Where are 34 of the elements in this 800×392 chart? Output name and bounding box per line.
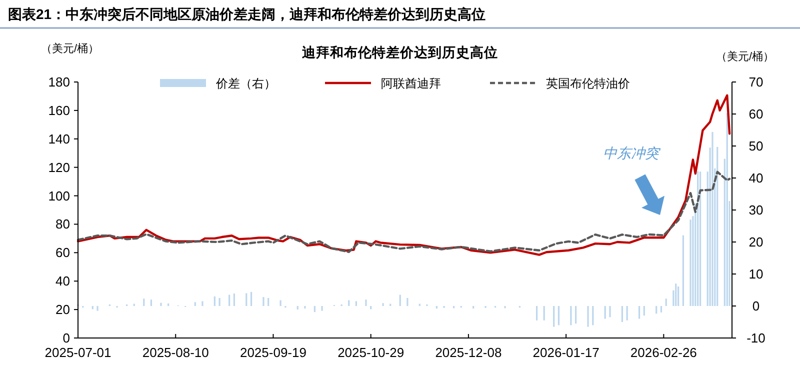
y-tick-label: 80 (56, 216, 70, 232)
y-axis-title: （美元/桶） (40, 42, 100, 55)
x-tick-label: 2025-07-01 (44, 345, 112, 360)
y-tick-label: 180 (48, 74, 70, 90)
y-tick-label: 160 (48, 102, 70, 118)
y2-tick-label: 60 (748, 106, 764, 122)
legend-label: 英国布伦特油价 (546, 76, 630, 90)
x-tick-label: 2026-02-26 (630, 345, 697, 360)
y2-tick-label: 40 (748, 170, 764, 186)
x-tick-label: 2026-01-17 (532, 345, 600, 360)
x-tick-label: 2025-08-10 (142, 345, 209, 360)
y-tick-label: 100 (48, 188, 70, 204)
y2-axis-title: （美元/桶） (716, 50, 774, 63)
y2-tick-label: 50 (748, 138, 764, 154)
y2-tick-label: 0 (752, 298, 760, 314)
y2-tick-label: 10 (748, 266, 764, 282)
y-tick-label: 40 (56, 274, 70, 289)
y2-tick-label: -10 (746, 330, 766, 346)
chart-title: 图表21：中东冲突后不同地区原油价差走阔，迪拜和布伦特差价达到历史高位 (8, 6, 486, 22)
annotation: 中东冲突 (603, 145, 661, 161)
legend-label: 价差（右） (215, 76, 276, 90)
y-tick-label: 60 (56, 245, 70, 260)
y-tick-label: 120 (48, 160, 70, 175)
y-tick-label: 0 (62, 330, 70, 346)
y2-tick-label: 30 (748, 202, 764, 218)
chart-subtitle: 迪拜和布伦特差价达到历史高位 (301, 44, 498, 60)
y2-tick-label: 70 (748, 74, 764, 90)
x-tick-label: 2025-12-08 (435, 345, 502, 360)
x-tick-label: 2025-09-19 (240, 345, 306, 360)
y-tick-label: 20 (56, 302, 70, 318)
legend-label: 阿联酋迪拜 (381, 76, 441, 90)
y-tick-label: 140 (48, 131, 70, 146)
x-tick-label: 2025-10-29 (338, 345, 404, 360)
y2-tick-label: 20 (748, 234, 764, 250)
